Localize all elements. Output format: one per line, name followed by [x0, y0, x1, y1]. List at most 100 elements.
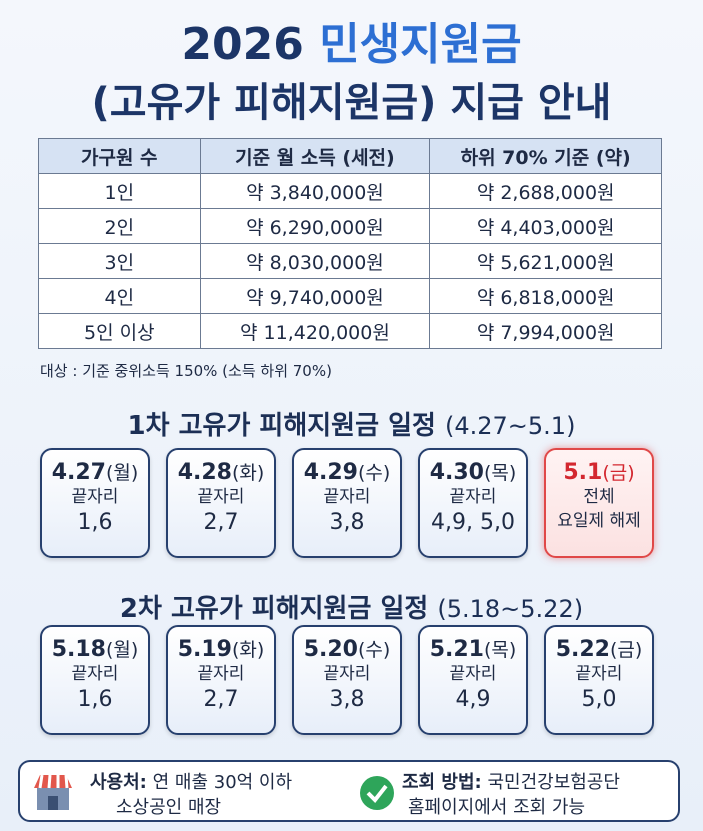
weekday: (화)	[231, 639, 265, 661]
weekday: (금)	[602, 462, 635, 484]
date-card: 4.28(화) 끝자리 2,7	[166, 448, 276, 558]
card-line: 끝자리	[197, 487, 245, 507]
table-cell: 4인	[38, 278, 201, 314]
card-line: 끝자리	[197, 664, 245, 684]
card-date: 5.1(금)	[546, 458, 652, 485]
date: 4.29	[303, 460, 358, 485]
card-date: 4.30(목)	[420, 458, 526, 485]
footer-text: 국민건강보험공단	[487, 772, 620, 793]
date-card: 5.20(수) 끝자리 3,8	[292, 625, 402, 735]
table-cell: 약 5,621,000원	[429, 243, 662, 279]
card-line: 3,8	[329, 510, 365, 535]
date-card: 4.29(수) 끝자리 3,8	[292, 448, 402, 558]
card-line: 요일제 해제	[557, 511, 641, 531]
date-card: 5.1(금) 전체 요일제 해제	[544, 448, 654, 558]
date-card: 5.22(금) 끝자리 5,0	[544, 625, 654, 735]
table-row: 5인 이상 약 11,420,000원 약 7,994,000원	[38, 313, 662, 349]
table-cell: 약 9,740,000원	[199, 278, 431, 314]
table-cell: 약 4,403,000원	[429, 208, 662, 244]
card-date: 5.19(화)	[168, 635, 274, 662]
table-cell: 3인	[38, 243, 201, 279]
weekday: (목)	[483, 462, 517, 484]
card-date: 4.29(수)	[294, 458, 400, 485]
card-line: 끝자리	[71, 487, 119, 507]
footer-line: 홈페이지에서 조회 가능	[408, 797, 586, 818]
date: 5.1	[563, 460, 603, 485]
table-header: 가구원 수	[38, 138, 201, 174]
weekday: (수)	[357, 462, 391, 484]
table-row: 4인 약 9,740,000원 약 6,818,000원	[38, 278, 662, 314]
income-table: 가구원 수 기준 월 소득 (세전) 하위 70% 기준 (약) 1인 약 3,840,…	[38, 138, 662, 349]
date: 5.19	[177, 637, 232, 662]
table-cell: 약 2,688,000원	[429, 173, 662, 209]
weekday: (월)	[105, 462, 139, 484]
card-line: 1,6	[77, 687, 113, 712]
card-line: 2,7	[203, 510, 239, 535]
table-header: 하위 70% 기준 (약)	[429, 138, 662, 174]
card-line: 끝자리	[71, 664, 119, 684]
check-icon	[360, 776, 394, 810]
schedule-name: 2차 고유가 피해지원금 일정	[119, 594, 429, 624]
date: 4.27	[51, 460, 106, 485]
date: 5.22	[555, 637, 610, 662]
date-card: 5.18(월) 끝자리 1,6	[40, 625, 150, 735]
table-row: 3인 약 8,030,000원 약 5,621,000원	[38, 243, 662, 279]
card-line: 4,9, 5,0	[431, 510, 515, 535]
table-cell: 약 6,818,000원	[429, 278, 662, 314]
card-date: 5.22(금)	[546, 635, 652, 662]
subtitle: (고유가 피해지원금) 지급 안내	[91, 80, 612, 126]
footer-line: 소상공인 매장	[116, 797, 222, 818]
card-line: 끝자리	[323, 487, 371, 507]
note: 대상 : 기준 중위소득 150% (소득 하위 70%)	[40, 362, 332, 380]
card-line: 4,9	[455, 687, 491, 712]
card-date: 4.27(월)	[42, 458, 148, 485]
card-date: 4.28(화)	[168, 458, 274, 485]
date: 5.18	[51, 637, 106, 662]
schedule-range: (5.18~5.22)	[437, 595, 584, 623]
card-line: 5,0	[581, 687, 617, 712]
card-line: 2,7	[203, 687, 239, 712]
schedule-title: 2차 고유가 피해지원금 일정 (5.18~5.22)	[0, 588, 703, 625]
date: 4.28	[177, 460, 232, 485]
table-cell: 약 11,420,000원	[199, 313, 431, 349]
date-card: 5.21(목) 끝자리 4,9	[418, 625, 528, 735]
table-cell: 2인	[38, 208, 201, 244]
table-cell: 5인 이상	[38, 313, 201, 349]
footer-text: 연 매출 30억 이하	[152, 772, 293, 793]
table-row: 2인 약 6,290,000원 약 4,403,000원	[38, 208, 662, 244]
schedule-title: 1차 고유가 피해지원금 일정 (4.27~5.1)	[0, 405, 703, 442]
card-date: 5.20(수)	[294, 635, 400, 662]
card-line: 끝자리	[449, 487, 497, 507]
card-date: 5.18(월)	[42, 635, 148, 662]
table-cell: 1인	[38, 173, 201, 209]
table-header: 기준 월 소득 (세전)	[199, 138, 431, 174]
schedule-name: 1차 고유가 피해지원금 일정	[127, 411, 436, 441]
table-cell: 약 3,840,000원	[199, 173, 431, 209]
table-cell: 약 8,030,000원	[199, 243, 431, 279]
weekday: (목)	[483, 639, 517, 661]
card-date: 5.21(목)	[420, 635, 526, 662]
title-main: 민생지원금	[319, 19, 522, 70]
table-cell: 약 6,290,000원	[199, 208, 431, 244]
date: 5.21	[429, 637, 484, 662]
weekday: (수)	[357, 639, 391, 661]
card-line: 끝자리	[323, 664, 371, 684]
table-cell: 약 7,994,000원	[429, 313, 662, 349]
store-icon	[34, 774, 72, 810]
schedule-range: (4.27~5.1)	[444, 412, 576, 440]
card-line: 1,6	[77, 510, 113, 535]
card-line: 3,8	[329, 687, 365, 712]
date-card: 4.27(월) 끝자리 1,6	[40, 448, 150, 558]
footer-line: 사용처: 연 매출 30억 이하	[90, 768, 292, 794]
date-card: 5.19(화) 끝자리 2,7	[166, 625, 276, 735]
footer-line: 조회 방법: 국민건강보험공단	[402, 768, 620, 794]
table-row: 1인 약 3,840,000원 약 2,688,000원	[38, 173, 662, 209]
weekday: (월)	[105, 639, 139, 661]
date-card: 4.30(목) 끝자리 4,9, 5,0	[418, 448, 528, 558]
weekday: (화)	[231, 462, 265, 484]
card-line: 전체	[583, 487, 615, 507]
date: 4.30	[429, 460, 484, 485]
footer-label: 조회 방법:	[402, 772, 482, 793]
